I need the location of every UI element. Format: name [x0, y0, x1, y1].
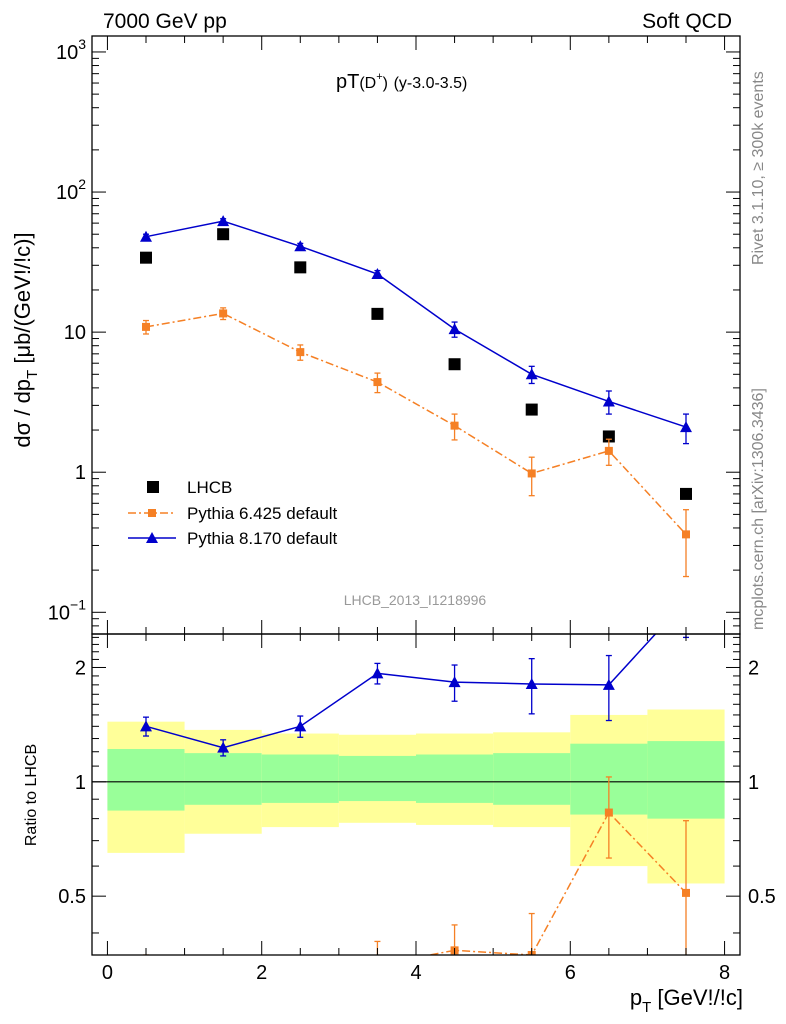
ratio-point: [140, 720, 152, 732]
plot-title-main: pT: [336, 71, 359, 93]
ratio-point: [296, 1007, 304, 1015]
y-axis-label-main: dσ / dpT [μb/(GeV!/!c)]: [10, 232, 41, 447]
header-left: 7000 GeV pp: [103, 10, 227, 33]
x-tick-label: 0: [102, 962, 113, 984]
data-point: [680, 487, 692, 500]
y-axis-label-ratio: Ratio to LHCB: [23, 744, 40, 846]
watermark: LHCB_2013_I1218996: [344, 592, 487, 608]
y-tick-label-ratio-right: 1: [748, 772, 759, 794]
y-tick-label-main: 1: [75, 462, 86, 484]
legend-item-p6: Pythia 6.425 default: [128, 504, 338, 523]
data-point: [296, 348, 305, 357]
band-inner: [493, 753, 571, 805]
data-point: [294, 261, 307, 274]
series-p8-ratio: [140, 595, 692, 757]
y-tick-label-main: 102: [56, 176, 86, 204]
data-point: [602, 395, 615, 407]
ratio-point: [217, 741, 230, 753]
ratio-line: [425, 811, 687, 955]
ratio-point: [371, 667, 384, 679]
x-tick-label: 4: [410, 962, 421, 984]
legend-marker-p8: [146, 532, 158, 543]
ratio-point: [142, 966, 150, 974]
series-line: [145, 312, 687, 535]
data-point: [525, 368, 538, 380]
ratio-point: [525, 677, 538, 689]
data-point: [448, 323, 461, 335]
axes-ticks: 10−1 1 10 102 103 0.5 0.5 1 1 2 2 0 2 4 6 8: [48, 36, 776, 984]
legend-item-p8: Pythia 8.170 default: [128, 529, 338, 548]
ratio-point: [294, 720, 307, 732]
data-point: [371, 307, 384, 320]
data-point: [219, 309, 228, 318]
band-inner: [416, 754, 494, 803]
data-point: [373, 378, 382, 387]
series-line: [145, 220, 687, 428]
data-point: [371, 267, 384, 279]
series-p6-main: [142, 307, 690, 578]
data-point: [217, 215, 230, 227]
data-point: [217, 228, 230, 241]
side-text-mcplots: mcplots.cern.ch [arXiv:1306.3436]: [750, 388, 767, 630]
y-tick-label-ratio-right: 2: [748, 657, 759, 679]
legend-label-p6: Pythia 6.425 default: [187, 504, 338, 523]
band-inner: [338, 755, 416, 802]
ratio-point: [602, 678, 615, 690]
series-data-main: [140, 228, 692, 500]
plot-title: pT(D+) (y-3.0-3.5): [336, 71, 467, 93]
band-inner: [261, 754, 339, 803]
legend: LHCB Pythia 6.425 default Pythia 8.170 d…: [128, 478, 338, 548]
header-right: Soft QCD: [642, 10, 732, 33]
plot-title-close: ): [383, 75, 388, 92]
legend-label-data: LHCB: [187, 478, 232, 497]
data-point: [680, 421, 692, 433]
y-tick-label-main: 10−1: [48, 596, 86, 624]
y-tick-label-ratio: 1: [75, 772, 86, 794]
ratio-point: [680, 595, 692, 606]
data-point: [604, 446, 613, 455]
band-inner: [184, 753, 262, 805]
y-tick-label-ratio: 0.5: [58, 886, 86, 908]
legend-marker-data: [147, 481, 159, 493]
ratio-point: [373, 961, 381, 969]
ratio-point: [682, 888, 690, 897]
plot-title-charge: +: [376, 71, 382, 83]
data-point: [527, 469, 536, 478]
data-point: [448, 358, 461, 371]
ratio-point: [448, 676, 461, 688]
x-tick-label: 8: [719, 962, 730, 984]
ratio-line: [145, 634, 657, 749]
plot-title-range: (y-3.0-3.5): [394, 75, 468, 92]
data-point: [682, 530, 690, 539]
data-point: [140, 230, 152, 242]
data-point: [525, 403, 538, 416]
data-point: [142, 322, 150, 331]
ratio-point: [604, 808, 613, 817]
plot-title-particle: (D: [359, 75, 376, 92]
band-inner: [647, 741, 725, 819]
y-tick-label-ratio-right: 0.5: [748, 886, 776, 908]
legend-item-data: LHCB: [147, 478, 232, 497]
legend-label-p8: Pythia 8.170 default: [187, 529, 338, 548]
x-tick-label: 2: [256, 962, 267, 984]
side-text-rivet: Rivet 3.1.10, ≥ 300k events: [750, 71, 767, 265]
data-point: [294, 240, 307, 252]
x-tick-label: 6: [565, 962, 576, 984]
y-tick-label-main: 10: [64, 322, 86, 344]
x-axis-label: pT [GeV!/!c]: [630, 985, 743, 1016]
y-tick-label-main: 103: [56, 36, 86, 64]
band-inner: [107, 749, 185, 811]
series-p8-main: [140, 215, 692, 445]
legend-marker-p6: [148, 509, 156, 517]
ratio-bands: [107, 709, 725, 884]
ratio-point: [219, 994, 227, 1002]
data-point: [450, 421, 459, 430]
data-point: [140, 251, 152, 264]
y-tick-label-ratio: 2: [75, 657, 86, 679]
